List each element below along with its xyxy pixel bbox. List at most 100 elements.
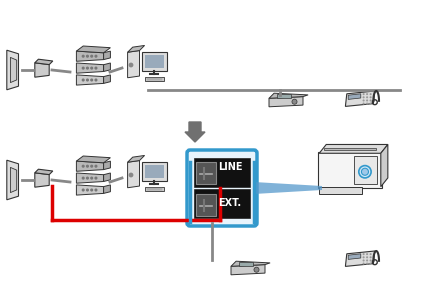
Polygon shape (319, 145, 388, 153)
Polygon shape (348, 94, 361, 99)
Polygon shape (35, 169, 53, 175)
Polygon shape (381, 145, 388, 187)
Circle shape (370, 103, 371, 105)
Polygon shape (76, 156, 110, 163)
FancyBboxPatch shape (318, 152, 382, 188)
Polygon shape (10, 57, 17, 83)
Circle shape (370, 253, 371, 255)
Circle shape (370, 96, 371, 98)
Polygon shape (104, 51, 111, 60)
Polygon shape (128, 50, 139, 78)
Circle shape (370, 93, 371, 95)
Circle shape (129, 173, 133, 177)
Circle shape (95, 165, 97, 167)
Circle shape (129, 63, 133, 67)
Circle shape (363, 103, 365, 105)
Polygon shape (348, 254, 361, 260)
FancyArrow shape (185, 122, 205, 142)
Polygon shape (10, 167, 17, 193)
Circle shape (366, 96, 368, 98)
Circle shape (82, 177, 84, 179)
FancyBboxPatch shape (319, 187, 363, 194)
Polygon shape (76, 161, 104, 171)
Text: LINE: LINE (218, 163, 243, 172)
Circle shape (363, 260, 365, 262)
Polygon shape (76, 75, 104, 85)
Circle shape (95, 67, 97, 69)
Circle shape (82, 79, 84, 81)
Polygon shape (7, 160, 19, 200)
Circle shape (87, 67, 88, 69)
FancyBboxPatch shape (145, 165, 164, 178)
Circle shape (370, 256, 371, 258)
FancyBboxPatch shape (145, 187, 164, 191)
Circle shape (95, 79, 97, 81)
FancyBboxPatch shape (194, 189, 250, 218)
Polygon shape (35, 173, 49, 187)
Circle shape (91, 165, 93, 167)
Circle shape (361, 168, 368, 175)
Polygon shape (104, 173, 111, 182)
Circle shape (91, 79, 93, 81)
Polygon shape (76, 173, 104, 183)
Circle shape (366, 93, 368, 95)
Circle shape (370, 260, 371, 262)
Polygon shape (104, 75, 111, 83)
Circle shape (363, 96, 365, 98)
Circle shape (95, 177, 97, 179)
FancyBboxPatch shape (142, 52, 167, 71)
Circle shape (87, 55, 88, 57)
Circle shape (95, 189, 97, 191)
Text: EXT.: EXT. (218, 199, 241, 208)
Circle shape (87, 79, 88, 81)
FancyBboxPatch shape (354, 156, 377, 184)
FancyBboxPatch shape (278, 94, 291, 98)
Circle shape (366, 260, 368, 262)
Polygon shape (128, 160, 139, 188)
Circle shape (82, 67, 84, 69)
Circle shape (370, 262, 371, 265)
Polygon shape (76, 63, 104, 73)
Polygon shape (254, 182, 322, 194)
Polygon shape (269, 93, 308, 98)
Circle shape (91, 55, 93, 57)
Circle shape (95, 55, 97, 57)
Circle shape (363, 256, 365, 258)
Polygon shape (76, 51, 104, 61)
Polygon shape (231, 265, 265, 275)
Circle shape (366, 256, 368, 258)
Circle shape (87, 165, 88, 167)
Circle shape (363, 93, 365, 95)
FancyBboxPatch shape (145, 76, 164, 81)
Polygon shape (35, 63, 49, 77)
Polygon shape (35, 59, 53, 64)
Circle shape (366, 262, 368, 265)
Circle shape (87, 177, 88, 179)
FancyBboxPatch shape (240, 262, 253, 266)
Circle shape (363, 262, 365, 265)
Circle shape (91, 177, 93, 179)
Polygon shape (76, 46, 110, 53)
Polygon shape (231, 261, 270, 266)
Circle shape (370, 99, 371, 101)
Circle shape (366, 99, 368, 101)
Circle shape (363, 253, 365, 255)
Polygon shape (346, 91, 375, 106)
FancyBboxPatch shape (196, 162, 216, 184)
FancyBboxPatch shape (323, 148, 377, 150)
Circle shape (82, 165, 84, 167)
Polygon shape (269, 97, 303, 107)
Circle shape (366, 253, 368, 255)
Polygon shape (7, 50, 19, 90)
Circle shape (82, 55, 84, 57)
Polygon shape (104, 63, 111, 71)
Circle shape (82, 189, 84, 191)
Polygon shape (128, 155, 144, 162)
Circle shape (91, 67, 93, 69)
Circle shape (91, 189, 93, 191)
FancyBboxPatch shape (145, 55, 164, 68)
Circle shape (254, 267, 259, 272)
FancyBboxPatch shape (194, 158, 250, 187)
Polygon shape (76, 185, 104, 195)
Polygon shape (104, 161, 111, 170)
